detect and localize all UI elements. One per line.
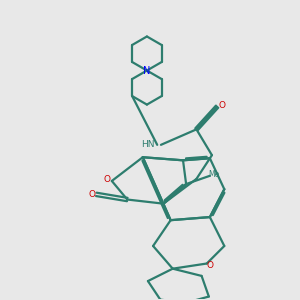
Text: O: O xyxy=(104,175,111,184)
Text: Me: Me xyxy=(208,170,219,179)
Text: O: O xyxy=(218,100,225,109)
Text: N: N xyxy=(143,65,151,76)
Text: HN: HN xyxy=(141,140,154,149)
Text: O: O xyxy=(88,190,95,199)
Text: O: O xyxy=(207,261,214,270)
